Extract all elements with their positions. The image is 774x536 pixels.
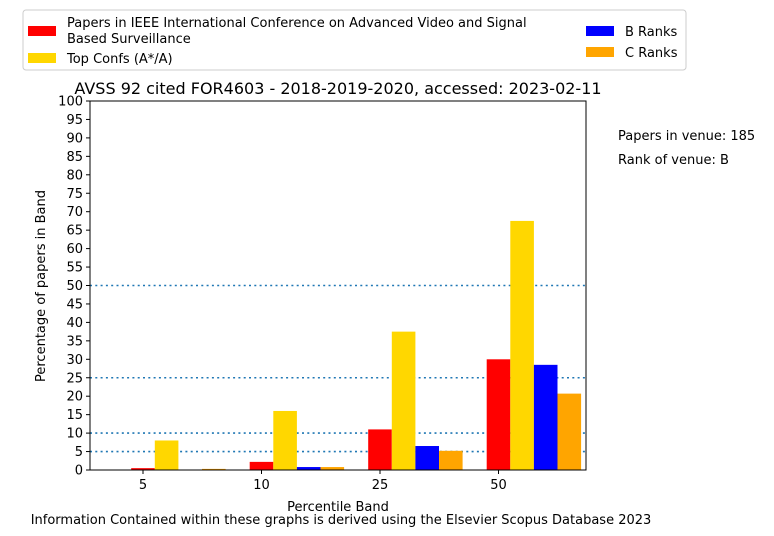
y-tick-label: 95 [66,113,83,128]
y-tick-label: 35 [66,334,83,349]
bar [557,393,582,470]
legend-frame [22,9,687,71]
y-tick-label: 80 [66,168,83,183]
y-tick-label: 85 [66,150,83,165]
y-tick-label: 70 [66,205,83,220]
y-axis-label: Percentage of papers in Band [34,190,49,382]
bar [439,450,463,470]
bar [320,467,345,470]
legend-swatch-venue [28,26,56,36]
legend-label-top: Top Confs (A*/A) [66,52,173,67]
x-axis-label: Percentile Band [287,500,389,515]
bar [533,364,558,470]
y-tick-label: 55 [66,261,83,276]
bar [249,461,274,470]
legend-label-b: B Ranks [625,25,678,40]
bar [296,467,321,470]
y-axis-ticks: 0 5 10 15 20 25 30 35 40 45 50 55 60 65 70 75 80 85 90 95 10… [58,95,90,479]
y-tick-label: 90 [66,131,83,146]
bar [486,359,511,470]
y-tick-label: 25 [66,371,83,386]
y-tick-label: 50 [66,279,83,294]
y-tick-label: 0 [75,464,83,479]
x-tick-label: 10 [253,478,270,493]
legend: Papers in IEEE International Conference … [22,9,687,71]
y-tick-label: 30 [66,353,83,368]
bars [131,220,582,471]
legend-swatch-top [28,53,56,63]
annotation-papers-in-venue: Papers in venue: 185 [618,129,755,144]
bar [131,468,155,470]
y-tick-label: 75 [66,187,83,202]
x-tick-label: 25 [372,478,389,493]
x-tick-label: 5 [139,478,147,493]
y-tick-label: 100 [58,95,83,110]
y-tick-label: 65 [66,224,83,239]
bar [202,468,226,470]
y-tick-label: 10 [66,427,83,442]
y-tick-label: 40 [66,316,83,331]
y-tick-label: 60 [66,242,83,257]
annotation-rank-of-venue: Rank of venue: B [618,153,729,168]
bar [415,446,439,470]
legend-label-venue-line2: Based Surveillance [67,32,191,47]
bar [154,440,179,470]
x-axis-ticks: 5 10 25 50 [139,470,507,493]
bar [273,410,297,470]
bar [510,220,534,470]
y-tick-label: 20 [66,390,83,405]
y-tick-label: 5 [75,445,83,460]
y-tick-label: 15 [66,408,83,423]
bar [391,331,416,471]
legend-swatch-b [586,26,614,36]
legend-swatch-c [586,47,614,57]
legend-label-venue-line1: Papers in IEEE International Conference … [67,16,527,31]
legend-label-c: C Ranks [625,46,678,61]
bar [368,429,392,470]
footer-note: Information Contained within these graph… [31,513,652,528]
y-tick-label: 45 [66,297,83,312]
x-tick-label: 50 [490,478,507,493]
chart-title: AVSS 92 cited FOR4603 - 2018-2019-2020, … [74,79,601,98]
